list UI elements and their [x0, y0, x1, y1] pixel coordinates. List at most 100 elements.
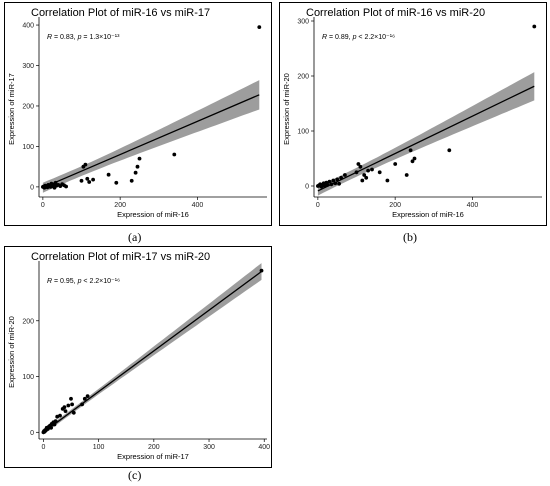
regression-line: [42, 94, 260, 189]
y-tick-label: 100: [297, 129, 309, 136]
data-point: [85, 394, 90, 398]
chart-panel-a: Correlation Plot of miR-16 vs miR-17 0 20…: [4, 2, 272, 226]
data-point: [58, 413, 62, 418]
data-point: [85, 176, 90, 181]
data-point: [329, 182, 334, 187]
correlation-annotation: R = 0.95, p < 2.2×10⁻¹⁶: [47, 278, 120, 285]
x-tick-label: 200: [114, 202, 126, 209]
data-point: [366, 168, 370, 173]
x-tick-label: 0: [41, 202, 45, 209]
x-tick-label: 100: [93, 444, 105, 451]
y-axis-label: Expression of miR-17: [7, 73, 16, 145]
data-point: [66, 403, 71, 408]
y-tick-label: 200: [22, 103, 34, 110]
y-tick-label: 400: [22, 23, 34, 30]
data-point: [354, 170, 359, 175]
data-point: [62, 405, 67, 410]
scatter-plot: 0 200 400 0 100 200 300 Expression of miR-16 Exp…: [282, 17, 542, 219]
chart-title: Correlation Plot of miR-16 vs miR-20: [306, 7, 486, 19]
data-point: [393, 162, 398, 166]
data-point: [257, 25, 262, 29]
x-tick-label: 400: [467, 202, 479, 209]
data-point: [49, 425, 53, 430]
data-point: [63, 409, 68, 413]
data-point: [447, 148, 452, 153]
data-point: [53, 180, 58, 185]
y-tick-label: 100: [22, 374, 34, 381]
data-point: [333, 181, 338, 186]
x-tick-label: 400: [192, 202, 204, 209]
y-axis-label: Expression of miR-20: [7, 316, 16, 388]
y-tick-label: 200: [297, 74, 309, 81]
data-point: [370, 167, 374, 172]
data-point: [404, 173, 409, 177]
y-tick-label: 200: [22, 318, 34, 325]
data-point: [91, 177, 95, 182]
data-point: [70, 402, 74, 407]
data-point: [327, 179, 332, 184]
data-point: [69, 396, 73, 401]
data-point: [325, 183, 330, 187]
chart-panel-b: Correlation Plot of miR-16 vs miR-20 0 20…: [279, 2, 547, 226]
chart-panel-c: Correlation Plot of miR-17 vs miR-20 0 10…: [4, 246, 272, 468]
data-point: [137, 156, 142, 161]
x-axis-label: Expression of miR-16: [392, 210, 464, 219]
data-point: [82, 396, 87, 401]
data-point: [412, 156, 417, 161]
x-tick-label: 200: [389, 202, 401, 209]
data-point: [358, 164, 363, 169]
data-point: [337, 181, 341, 186]
data-point: [64, 184, 68, 189]
data-point: [135, 164, 140, 169]
data-point: [410, 159, 415, 164]
y-tick-label: 100: [22, 144, 34, 151]
data-point: [53, 419, 58, 424]
data-point: [172, 152, 177, 157]
data-point: [408, 148, 413, 153]
correlation-annotation: R = 0.83, p = 1.3×10⁻¹³: [47, 34, 120, 41]
data-point: [532, 24, 537, 29]
y-tick-label: 0: [30, 430, 34, 437]
x-tick-label: 300: [203, 444, 215, 451]
y-tick-label: 0: [30, 184, 34, 191]
x-axis-label: Expression of miR-16: [117, 210, 189, 219]
y-tick-label: 300: [297, 19, 309, 26]
chart-title: Correlation Plot of miR-17 vs miR-20: [31, 251, 211, 263]
x-tick-label: 0: [41, 444, 45, 451]
data-point: [79, 178, 84, 183]
data-point: [335, 177, 340, 182]
data-point: [87, 180, 92, 184]
data-point: [83, 162, 88, 167]
chart-title: Correlation Plot of miR-16 vs miR-17: [31, 7, 211, 19]
y-tick-label: 300: [22, 63, 34, 70]
data-point: [360, 178, 365, 183]
data-point: [356, 162, 361, 166]
y-axis-label: Expression of miR-20: [282, 73, 291, 145]
x-tick-label: 0: [316, 202, 320, 209]
data-point: [339, 175, 343, 180]
y-tick-label: 0: [305, 184, 309, 191]
data-point: [106, 172, 111, 177]
data-point: [259, 268, 264, 273]
regression-line: [43, 270, 262, 433]
regression-line: [317, 85, 535, 192]
confidence-band: [317, 72, 535, 196]
confidence-band: [42, 80, 260, 193]
data-point: [364, 175, 369, 180]
panel-caption-b: (b): [403, 230, 417, 244]
data-point: [377, 170, 382, 175]
data-point: [385, 178, 390, 183]
data-point: [114, 180, 119, 185]
data-point: [71, 410, 76, 415]
panel-caption-c: (c): [128, 468, 142, 482]
data-point: [52, 422, 57, 427]
x-tick-label: 200: [148, 444, 160, 451]
data-point: [343, 173, 347, 177]
panel-caption-a: (a): [128, 230, 142, 244]
correlation-annotation: R = 0.89, p < 2.2×10⁻¹⁶: [322, 34, 395, 41]
data-point: [362, 173, 367, 177]
data-point: [129, 178, 134, 183]
data-point: [133, 170, 138, 175]
x-axis-label: Expression of miR-17: [117, 452, 189, 461]
